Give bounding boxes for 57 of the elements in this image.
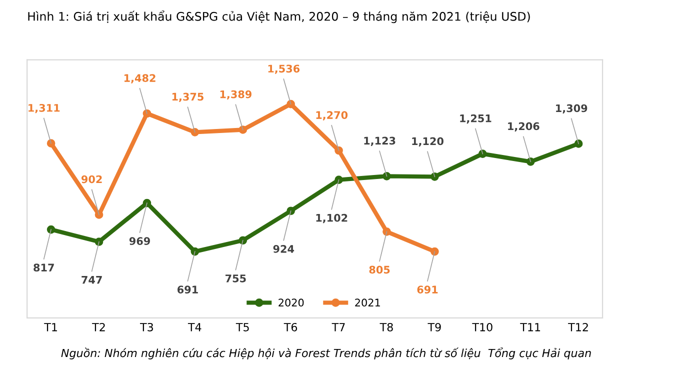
point [142,109,152,118]
point [286,206,295,216]
point [46,225,56,234]
data-label: 902 [81,175,102,184]
x-tick-label: T6 [284,322,298,332]
point [526,158,535,166]
point [334,176,343,184]
data-label: 805 [369,266,390,274]
data-label: 969 [129,237,150,246]
data-label: 924 [273,244,294,253]
data-label: 755 [226,274,246,282]
data-label: 1,270 [316,111,348,120]
data-label: 1,251 [460,114,492,124]
x-tick-label: T11 [520,323,540,332]
point [382,227,391,236]
legend-label: 2020 [278,298,304,307]
x-tick-label: T2 [92,322,105,332]
point [46,139,56,148]
data-label: 691 [417,286,438,294]
data-label: 1,375 [172,92,204,102]
point [94,238,104,246]
x-tick-label: T10 [472,322,492,332]
x-tick-label: T1 [44,323,57,332]
data-label: 1,102 [316,214,348,224]
point [478,150,487,158]
point [286,100,295,108]
legend-label: 2021 [355,298,380,307]
x-tick-label: T4 [188,323,202,332]
x-tick-label: T7 [332,323,345,332]
data-label: 1,389 [220,90,252,100]
data-label: 747 [82,276,102,284]
data-label: 817 [34,264,54,272]
data-label: 1,536 [268,64,300,74]
x-tick-label: T5 [236,323,249,332]
data-label: 1,311 [28,104,60,114]
data-label: 1,120 [412,137,444,146]
data-label: 1,123 [364,136,396,146]
point [430,247,439,256]
data-label: 1,309 [556,104,588,114]
x-tick-label: T8 [380,322,393,332]
point [430,172,439,181]
x-tick-label: T3 [140,322,154,332]
point [238,236,248,245]
data-label: 691 [178,286,198,294]
point [190,128,200,136]
data-label: 1,206 [508,122,540,132]
point [142,198,152,208]
point [574,140,583,148]
chart-title: Hình 1: Giá trị xuất khẩu G&SPG của Việt Nam, 2020 – 9 tháng năm 2021 (triệu USD) [28,10,530,24]
point [190,247,200,256]
x-tick-label: T12 [568,322,588,332]
data-label: 1,482 [124,74,156,84]
point [238,126,248,134]
point [334,146,343,155]
point [382,172,391,180]
text: Nguồn: Nhóm nghiên cứu các Hiệp hội và Forest Trends phân tích từ số liệu Tổng cục Hải quan [61,347,591,360]
x-tick-label: T9 [428,322,441,332]
